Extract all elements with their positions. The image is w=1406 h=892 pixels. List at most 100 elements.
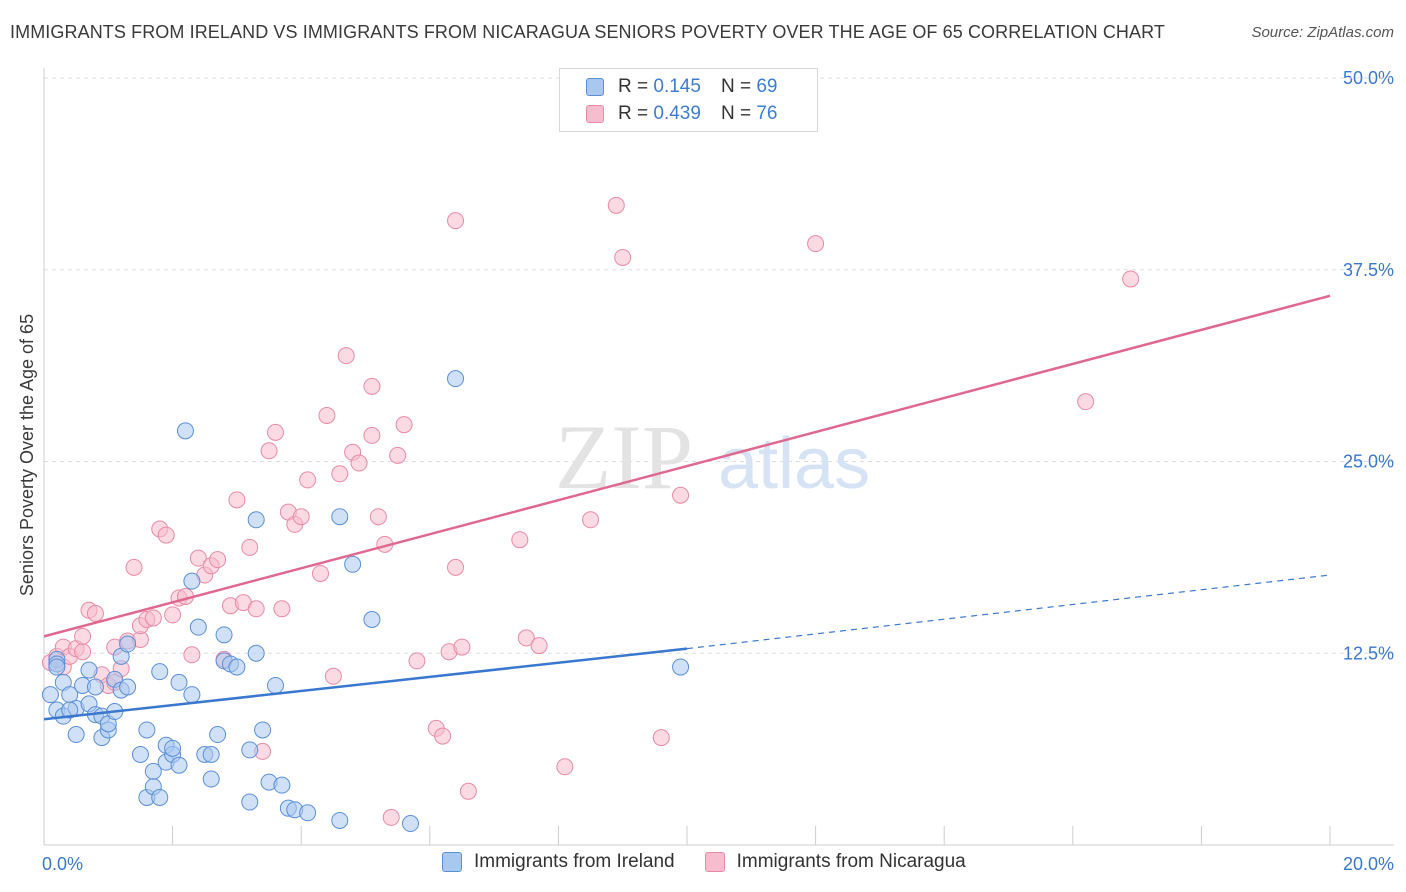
nicaragua-point xyxy=(266,423,284,441)
nicaragua-point xyxy=(389,446,407,464)
ireland-point xyxy=(228,658,246,676)
series-legend: Immigrants from Ireland Immigrants from … xyxy=(442,851,996,873)
nicaragua-trend-line xyxy=(43,294,1331,638)
ireland-point xyxy=(215,626,233,644)
legend-n-label: N = xyxy=(720,76,752,97)
ireland-point xyxy=(254,721,272,739)
legend-r-value-ireland: 0.145 xyxy=(653,76,701,97)
ireland-point xyxy=(241,793,259,811)
nicaragua-point xyxy=(350,454,368,472)
legend-label-nicaragua: Immigrants from Nicaragua xyxy=(736,851,966,872)
nicaragua-point xyxy=(459,782,477,800)
ireland-point xyxy=(80,661,98,679)
legend-n-value-nicaragua: 76 xyxy=(756,103,778,124)
ireland-point xyxy=(273,776,291,794)
nicaragua-point xyxy=(369,508,387,526)
nicaragua-point xyxy=(311,564,329,582)
nicaragua-point xyxy=(292,508,310,526)
x-tick-label-0: 0.0% xyxy=(42,854,83,874)
legend-r-value-nicaragua: 0.439 xyxy=(653,103,701,124)
ireland-point xyxy=(247,644,265,662)
ireland-point xyxy=(241,741,259,759)
nicaragua-point xyxy=(447,558,465,576)
nicaragua-point xyxy=(183,646,201,664)
nicaragua-points xyxy=(41,196,1140,826)
nicaragua-point xyxy=(324,667,342,685)
nicaragua-point xyxy=(395,416,413,434)
y-axis-label: Seniors Poverty Over the Age of 65 xyxy=(17,314,37,596)
nicaragua-point xyxy=(652,729,670,747)
nicaragua-point xyxy=(209,551,227,569)
ireland-point xyxy=(331,811,349,829)
trend-layer xyxy=(43,294,1331,721)
legend-row-ireland: R = 0.145 N = 69 xyxy=(586,74,777,100)
nicaragua-point xyxy=(582,511,600,529)
nicaragua-point xyxy=(125,558,143,576)
nicaragua-point xyxy=(408,652,426,670)
ireland-point xyxy=(363,611,381,629)
nicaragua-point xyxy=(363,377,381,395)
ireland-point xyxy=(170,673,188,691)
nicaragua-point xyxy=(337,347,355,365)
correlation-legend: R = 0.145 N = 69 R = 0.439 N = 76 xyxy=(559,68,818,132)
legend-n-label: N = xyxy=(720,103,752,124)
nicaragua-point xyxy=(331,465,349,483)
legend-row-nicaragua: R = 0.439 N = 76 xyxy=(586,101,777,127)
nicaragua-point xyxy=(556,758,574,776)
axes-layer xyxy=(43,68,1394,846)
ireland-trend-extension xyxy=(686,574,1331,650)
ireland-point xyxy=(170,756,188,774)
watermark-atlas: atlas xyxy=(718,424,870,504)
nicaragua-point xyxy=(273,600,291,618)
nicaragua-point xyxy=(86,604,104,622)
nicaragua-point xyxy=(164,606,182,624)
ireland-point xyxy=(164,739,182,757)
nicaragua-point xyxy=(74,643,92,661)
ireland-point xyxy=(202,770,220,788)
nicaragua-point xyxy=(517,629,535,647)
nicaragua-point xyxy=(228,491,246,509)
nicaragua-point xyxy=(1077,393,1095,411)
ireland-point xyxy=(447,370,465,388)
ireland-point xyxy=(183,572,201,590)
nicaragua-point xyxy=(318,406,336,424)
ireland-point xyxy=(266,676,284,694)
ireland-point xyxy=(247,511,265,529)
ireland-point xyxy=(48,658,66,676)
nicaragua-point xyxy=(672,486,690,504)
nicaragua-swatch xyxy=(586,105,604,123)
ireland-trend-line xyxy=(43,647,688,721)
legend-item-ireland: Immigrants from Ireland xyxy=(442,851,675,873)
ireland-legend-swatch xyxy=(442,852,462,872)
ireland-point xyxy=(299,804,317,822)
legend-n-value-ireland: 69 xyxy=(756,76,778,97)
ireland-point xyxy=(672,658,690,676)
nicaragua-point xyxy=(260,442,278,460)
nicaragua-point xyxy=(74,627,92,645)
ireland-point xyxy=(183,686,201,704)
ireland-point xyxy=(402,815,420,833)
grid-layer: 12.5% 25.0% 37.5% 50.0% xyxy=(44,68,1394,663)
ireland-point xyxy=(176,422,194,440)
y-tick-label: 37.5% xyxy=(1343,260,1394,280)
nicaragua-point xyxy=(807,235,825,253)
nicaragua-point xyxy=(241,538,259,556)
nicaragua-point xyxy=(453,638,471,656)
nicaragua-point xyxy=(511,531,529,549)
y-tick-label: 50.0% xyxy=(1343,68,1394,88)
ireland-point xyxy=(41,686,59,704)
nicaragua-point xyxy=(299,471,317,489)
nicaragua-point xyxy=(189,549,207,567)
legend-r-label: R = xyxy=(618,103,649,124)
nicaragua-point xyxy=(157,526,175,544)
ireland-point xyxy=(331,508,349,526)
nicaragua-point xyxy=(363,426,381,444)
nicaragua-point xyxy=(614,248,632,266)
y-tick-label: 25.0% xyxy=(1343,452,1394,472)
nicaragua-point xyxy=(1122,270,1140,288)
ireland-points xyxy=(41,370,690,833)
source-label: Source: ZipAtlas.com xyxy=(1251,24,1394,41)
y-tick-label: 12.5% xyxy=(1343,643,1394,663)
legend-item-nicaragua: Immigrants from Nicaragua xyxy=(704,851,966,873)
